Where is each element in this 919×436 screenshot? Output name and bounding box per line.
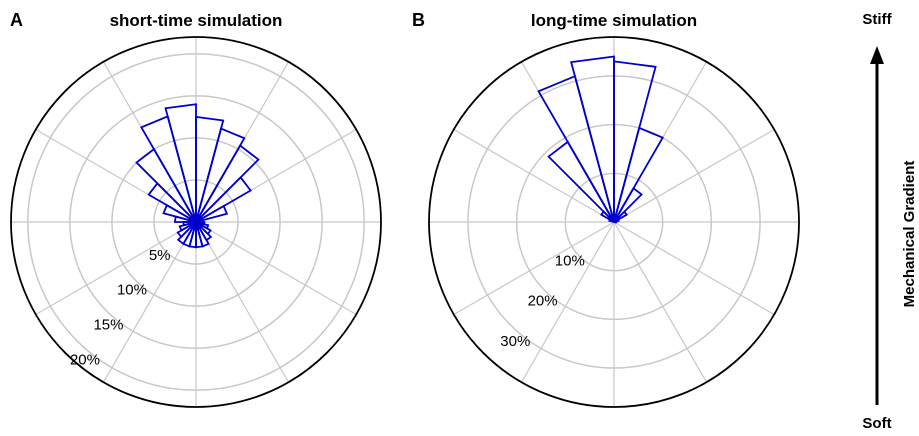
radial-tick-label: 10%: [555, 252, 585, 269]
histogram-bar: [195, 115, 225, 223]
polar-chart-b: 10% 20% 30%: [428, 36, 800, 408]
radial-tick-label: 20%: [70, 351, 100, 368]
polar-spoke: [195, 221, 290, 383]
mechanical-gradient-axis: Stiff Soft Mechanical Gradient: [862, 11, 918, 432]
polar-ring: [27, 53, 365, 391]
radial-tick-label: 10%: [117, 282, 147, 299]
polar-spoke: [102, 221, 197, 383]
chart-title-a: short-time simulation: [110, 11, 283, 30]
radial-tick-label: 15%: [93, 317, 123, 334]
polar-spoke: [520, 221, 615, 383]
soft-label: Soft: [862, 415, 891, 432]
polar-spoke: [195, 221, 357, 316]
chart-title-b: long-time simulation: [531, 11, 697, 30]
radial-tick-label: 30%: [500, 333, 530, 350]
polar-spoke: [453, 128, 615, 223]
panel-letter-a: A: [10, 10, 23, 30]
polar-outer-border: [10, 36, 382, 408]
radial-tick-label: 20%: [528, 293, 558, 310]
radial-tick-label: 5%: [149, 247, 171, 264]
polar-spoke: [613, 221, 775, 316]
polar-spoke: [613, 221, 708, 383]
gradient-axis-label: Mechanical Gradient: [901, 161, 918, 308]
polar-chart-a: 5% 10% 15% 20%: [10, 36, 382, 408]
polar-ring: [69, 95, 323, 349]
stiff-label: Stiff: [862, 11, 892, 28]
histogram-bar: [600, 210, 615, 223]
histogram-bar: [613, 60, 657, 223]
polar-outer-border: [428, 36, 800, 408]
histogram-bar: [547, 140, 615, 223]
gradient-arrow-head: [870, 46, 884, 64]
polar-spoke: [35, 221, 197, 316]
panel-letter-b: B: [412, 10, 425, 30]
polar-spoke: [613, 128, 775, 223]
polar-spoke: [453, 221, 615, 316]
histogram-bar: [608, 218, 615, 223]
